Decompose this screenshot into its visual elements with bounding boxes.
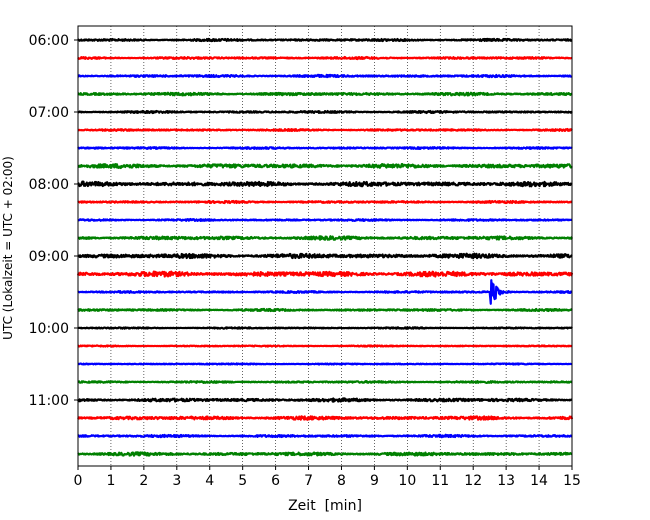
seismic-trace	[76, 270, 574, 278]
trace-layer	[76, 37, 574, 457]
grid-lines	[110, 26, 540, 466]
x-tick-label: 6	[271, 473, 280, 489]
y-tick-label: 10:00	[29, 321, 69, 337]
x-axis-title: Zeit [min]	[288, 498, 362, 514]
seismic-trace	[77, 235, 574, 241]
seismic-trace	[77, 91, 573, 97]
seismic-trace	[77, 433, 573, 439]
seismic-trace	[77, 73, 573, 79]
x-tick-label: 11	[431, 473, 449, 489]
x-tick-label: 10	[398, 473, 416, 489]
seismic-trace	[77, 109, 573, 115]
x-tick-label: 5	[238, 473, 247, 489]
seismic-trace	[77, 180, 573, 188]
y-tick-label: 08:00	[29, 177, 69, 193]
x-tick-label: 9	[370, 473, 379, 489]
seismic-trace	[77, 162, 573, 170]
seismic-trace	[77, 279, 573, 305]
x-tick-label: 13	[497, 473, 515, 489]
x-tick-label: 14	[530, 473, 548, 489]
x-tick-label: 8	[337, 473, 346, 489]
y-tick-label: 06:00	[29, 33, 69, 49]
x-axis: 0 1 2 3 4 5 6 7 8 9 10 11 12 13 14 15	[74, 466, 581, 489]
seismic-trace	[77, 380, 573, 384]
seismic-trace	[77, 415, 574, 421]
seismic-trace	[77, 199, 573, 205]
y-tick-label: 09:00	[29, 249, 69, 265]
x-tick-label: 1	[106, 473, 115, 489]
plot-frame	[77, 25, 573, 467]
x-tick-label: 4	[205, 473, 214, 489]
seismic-trace	[77, 146, 573, 150]
x-tick-label: 2	[139, 473, 148, 489]
seismic-trace	[77, 344, 573, 348]
seismic-trace	[77, 307, 573, 313]
seismic-trace	[77, 252, 573, 260]
x-tick-label: 3	[172, 473, 181, 489]
seismic-trace	[77, 451, 573, 457]
seismic-trace	[77, 37, 573, 43]
seismic-trace	[77, 127, 573, 133]
x-tick-label: 15	[563, 473, 581, 489]
y-tick-label: 07:00	[29, 105, 69, 121]
seismic-trace	[77, 326, 573, 330]
seismic-trace	[77, 362, 573, 366]
seismic-trace	[77, 397, 573, 403]
x-tick-label: 12	[464, 473, 482, 489]
y-axis: 06:00 07:00 08:00 09:00 10:00 11:00	[29, 33, 78, 409]
seismic-trace	[77, 217, 573, 222]
x-tick-label: 0	[74, 473, 83, 489]
x-tick-label: 7	[304, 473, 313, 489]
y-axis-title: UTC (Lokalzeit = UTC + 02:00)	[1, 156, 15, 340]
seismic-trace	[77, 55, 573, 61]
y-tick-label: 11:00	[29, 393, 69, 409]
